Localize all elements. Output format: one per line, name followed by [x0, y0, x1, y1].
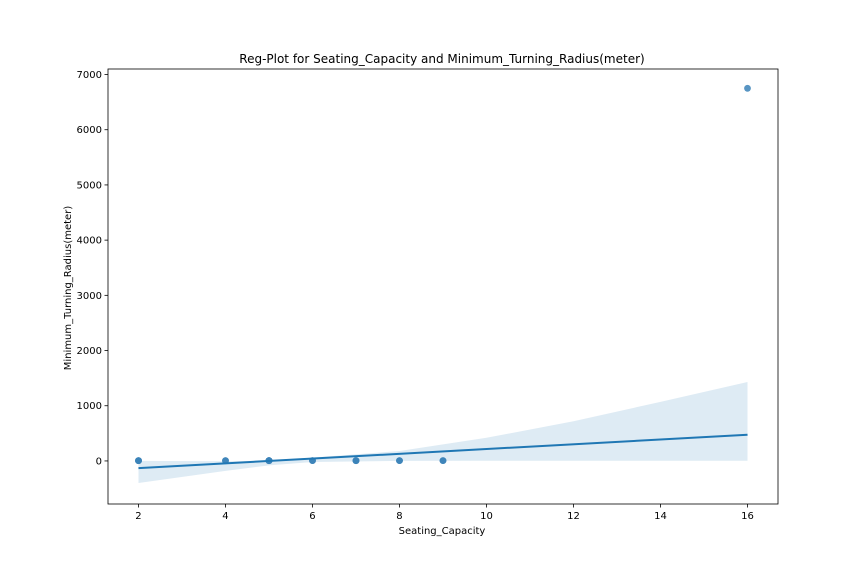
data-point: [744, 84, 751, 92]
y-tick-label: 1000: [77, 401, 102, 412]
axes-frame: [107, 68, 779, 505]
y-tick-label: 0: [96, 456, 102, 467]
y-tick-label: 6000: [77, 125, 102, 136]
x-tick-label: 12: [567, 511, 580, 522]
y-tick-label: 3000: [77, 291, 102, 302]
data-point: [439, 457, 447, 464]
regression-line: [138, 433, 748, 470]
x-tick-label: 4: [222, 511, 228, 522]
plot-area: [135, 84, 751, 483]
axes: 2 4 6 8 10 12 14 16 0 1000 2000 3000 4000 5000 6000 700…: [77, 68, 779, 522]
y-axis-label: Minimum_Turning_Radius(meter): [63, 206, 74, 371]
x-tick-label: 10: [480, 511, 493, 522]
confidence-band: [138, 382, 748, 483]
x-tick-label: 6: [309, 511, 315, 522]
y-tick-label: 7000: [77, 70, 102, 81]
y-tick-label: 5000: [77, 180, 102, 191]
data-point: [396, 457, 403, 464]
y-tick-label: 4000: [77, 236, 102, 247]
x-tick-label: 2: [135, 511, 141, 522]
x-tick-label: 8: [396, 511, 402, 522]
x-tick-label: 14: [654, 511, 667, 522]
data-point: [135, 457, 142, 464]
x-axis-label: Seating_Capacity: [399, 526, 486, 537]
data-point: [352, 457, 360, 464]
chart-title: Reg-Plot for Seating_Capacity and Minimu…: [239, 52, 644, 66]
x-tick-label: 16: [741, 511, 754, 522]
y-tick-label: 2000: [77, 346, 102, 357]
